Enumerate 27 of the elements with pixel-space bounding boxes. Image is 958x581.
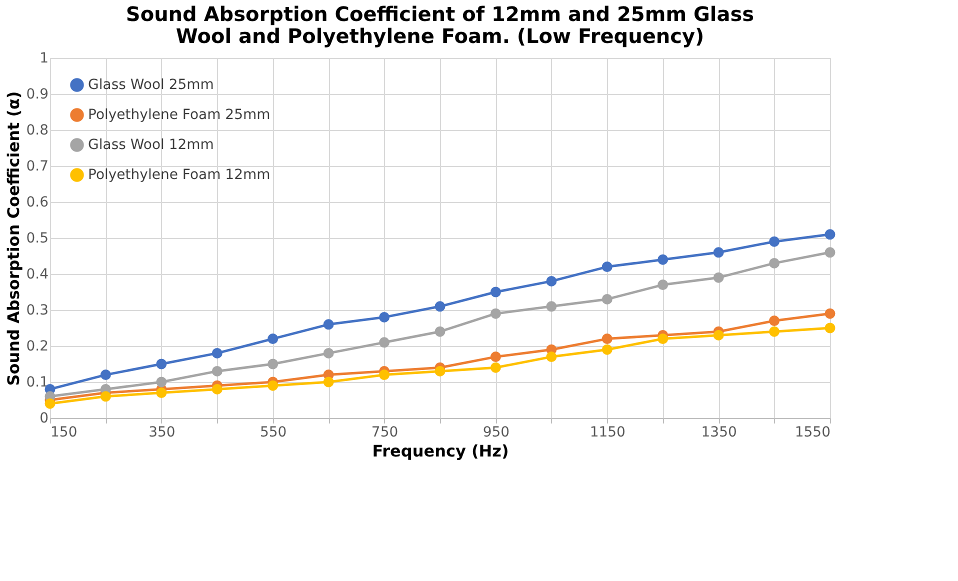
y-tick-label: 0.9 — [26, 86, 48, 102]
x-tick-label: 150 — [50, 424, 78, 440]
legend-label: Glass Wool 12mm — [88, 137, 214, 153]
y-tick-label: 0.5 — [26, 230, 48, 246]
y-axis-title: Sound Absorption Coefficient (α) — [4, 91, 24, 386]
y-tick-label: 0.3 — [26, 302, 48, 318]
y-tick-label: 0.8 — [26, 122, 48, 138]
legend-label: Polyethylene Foam 12mm — [88, 167, 270, 183]
y-tick-label: 0.1 — [26, 374, 48, 390]
y-tick-label: 1 — [40, 50, 48, 66]
y-tick-label: 0 — [40, 410, 48, 426]
y-tick-label: 0.2 — [26, 338, 48, 354]
y-tick-label: 0.4 — [26, 266, 49, 282]
x-tick-label: 550 — [260, 424, 287, 440]
text: Wool and Polyethylene Foam. (Low Frequency) — [176, 24, 704, 48]
x-tick-label: 1150 — [590, 424, 626, 440]
legend-label: Polyethylene Foam 25mm — [88, 107, 270, 123]
x-axis-title: Frequency (Hz) — [372, 442, 509, 460]
x-tick-label: 1550 — [794, 424, 830, 440]
legend-label: Glass Wool 25mm — [88, 77, 214, 93]
x-tick-label: 950 — [482, 424, 510, 440]
text: Sound Absorption Coefficient of 12mm and 25mm Glass — [126, 2, 754, 26]
x-tick-label: 350 — [148, 424, 176, 440]
x-tick-label: 750 — [371, 424, 398, 440]
x-tick-label: 1350 — [701, 424, 737, 440]
y-tick-label: 0.7 — [26, 158, 48, 174]
y-tick-label: 0.6 — [26, 194, 49, 210]
